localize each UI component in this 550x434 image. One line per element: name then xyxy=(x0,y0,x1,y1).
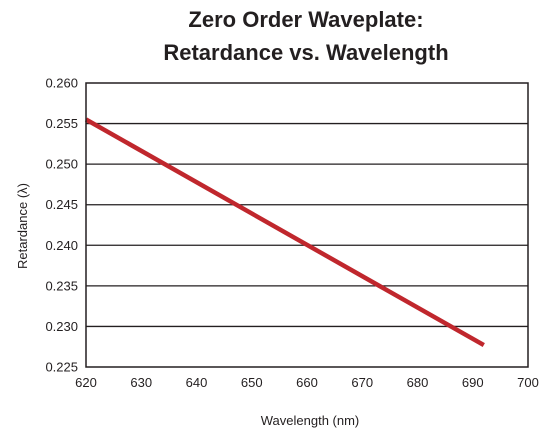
x-tick-label: 670 xyxy=(351,375,373,390)
x-tick-label: 660 xyxy=(296,375,318,390)
x-axis-label: Wavelength (nm) xyxy=(261,413,360,428)
data-series xyxy=(84,117,485,348)
gridlines xyxy=(86,122,528,328)
x-tick-labels: 620 630 640 650 660 670 680 690 700 xyxy=(75,375,539,390)
y-tick-label: 0.235 xyxy=(45,278,78,293)
y-axis-label: Retardance (λ) xyxy=(15,183,30,269)
y-tick-label: 0.260 xyxy=(45,76,78,91)
x-tick-label: 620 xyxy=(75,375,97,390)
retardance-line xyxy=(84,117,485,348)
chart-title-line-2: Retardance vs. Wavelength xyxy=(163,40,448,65)
y-tick-label: 0.250 xyxy=(45,157,78,172)
y-tick-label: 0.245 xyxy=(45,197,78,212)
y-tick-labels: 0.225 0.230 0.235 0.240 0.245 0.250 0.255 0.260 xyxy=(45,76,78,375)
plot-frame xyxy=(85,82,529,368)
y-tick-label: 0.225 xyxy=(45,360,78,375)
y-tick-label: 0.255 xyxy=(45,116,78,131)
x-tick-label: 630 xyxy=(130,375,152,390)
y-tick-label: 0.230 xyxy=(45,319,78,334)
x-tick-label: 640 xyxy=(186,375,208,390)
x-tick-label: 700 xyxy=(517,375,539,390)
x-tick-label: 650 xyxy=(241,375,263,390)
x-tick-label: 690 xyxy=(462,375,484,390)
y-tick-label: 0.240 xyxy=(45,238,78,253)
chart-title-line-1: Zero Order Waveplate: xyxy=(188,7,423,32)
x-tick-label: 680 xyxy=(407,375,429,390)
